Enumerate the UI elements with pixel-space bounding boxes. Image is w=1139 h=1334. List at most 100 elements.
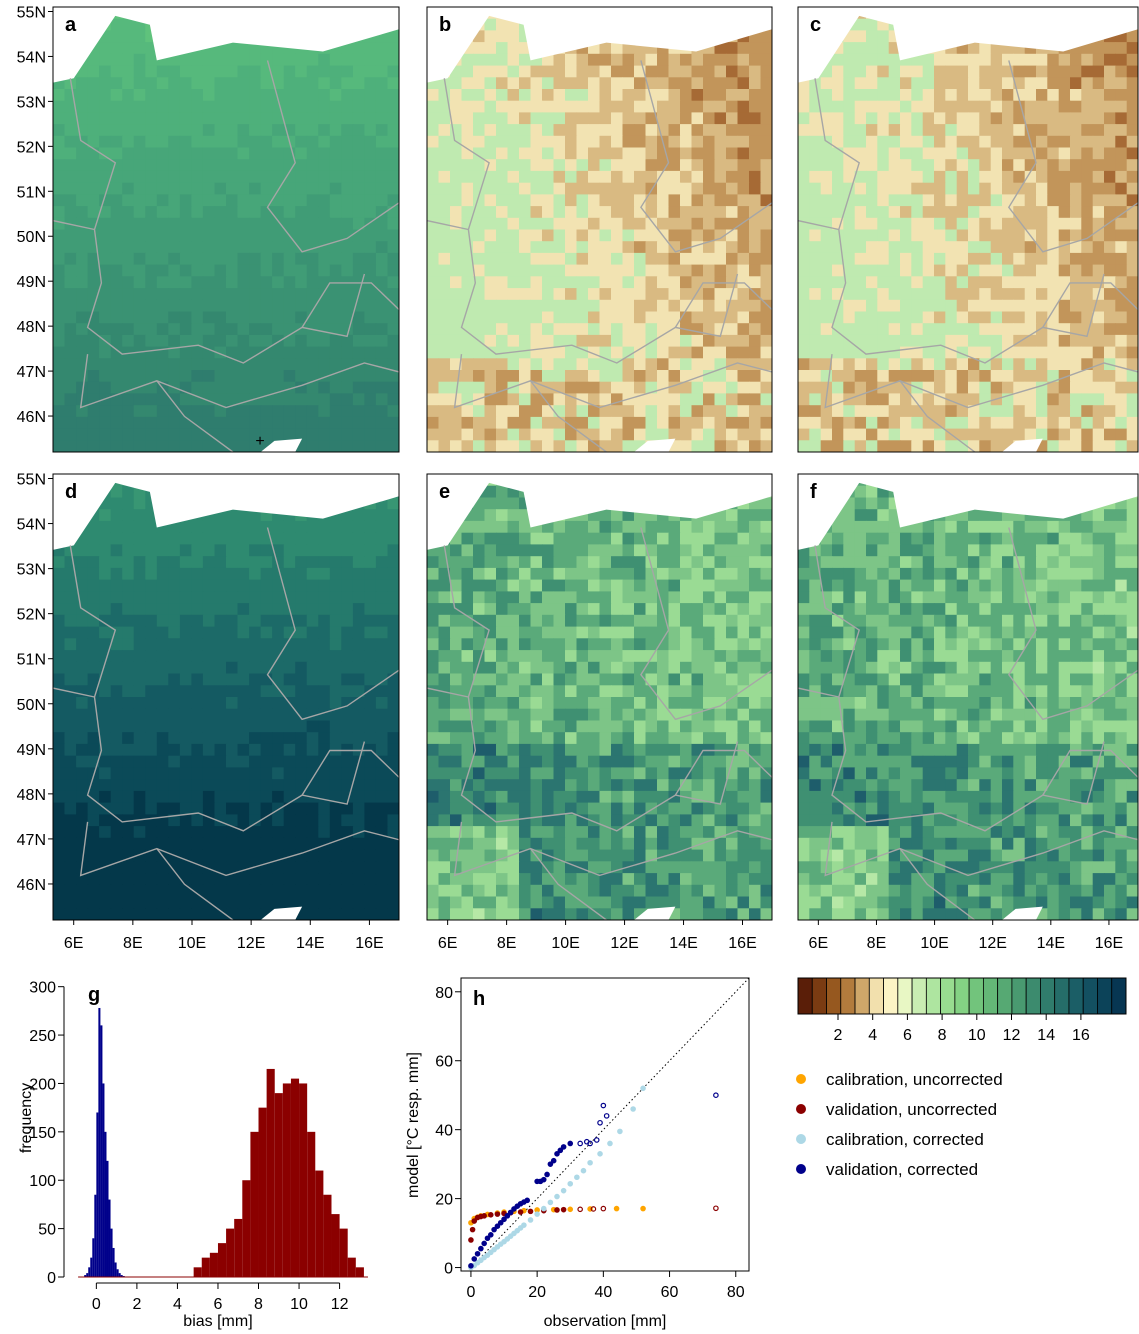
grid-cell (737, 381, 750, 394)
grid-cell (1024, 346, 1037, 359)
grid-cell (703, 77, 716, 90)
grid-cell (956, 229, 969, 242)
grid-cell (318, 520, 331, 534)
grid-cell (295, 908, 308, 920)
grid-cell (64, 908, 77, 920)
grid-cell (272, 873, 285, 886)
grid-cell (260, 323, 273, 336)
grid-cell (133, 252, 146, 266)
grid-cell (226, 182, 239, 195)
grid-cell (1036, 159, 1048, 172)
grid-cell (329, 159, 342, 172)
grid-cell (318, 170, 331, 184)
grid-cell (133, 509, 146, 522)
grid-cell (156, 896, 169, 909)
grid-cell (122, 908, 135, 920)
grid-cell (341, 405, 354, 418)
grid-cell (809, 416, 822, 430)
grid-cell (191, 135, 204, 149)
grid-cell (519, 440, 532, 452)
grid-cell (634, 112, 647, 125)
grid-cell (922, 299, 935, 313)
grid-cell (956, 194, 969, 207)
grid-cell (364, 650, 377, 663)
grid-cell (877, 77, 890, 90)
grid-cell (237, 896, 250, 909)
grid-cell (668, 532, 681, 545)
grid-cell (122, 416, 135, 430)
grid-cell (110, 697, 123, 710)
grid-cell (99, 276, 112, 289)
grid-cell (53, 264, 66, 277)
grid-cell (461, 346, 474, 359)
grid-cell (214, 440, 227, 452)
grid-cell (214, 288, 227, 301)
grid-cell (737, 170, 750, 184)
grid-cell (737, 323, 750, 336)
grid-cell (156, 229, 169, 242)
grid-cell (1081, 405, 1094, 418)
grid-cell (519, 405, 532, 418)
grid-cell (237, 89, 250, 102)
grid-cell (306, 276, 319, 289)
grid-cell (968, 135, 980, 149)
grid-cell (832, 381, 844, 394)
grid-cell (496, 30, 509, 43)
grid-cell (657, 416, 670, 430)
grid-cell (461, 100, 474, 113)
grid-cell (156, 323, 169, 336)
grid-cell (427, 416, 440, 430)
grid-cell (832, 135, 844, 149)
grid-cell (156, 532, 169, 545)
grid-cell (318, 661, 331, 675)
grid-cell (1002, 299, 1014, 313)
grid-cell (76, 873, 89, 886)
grid-cell (375, 170, 388, 184)
grid-cell (145, 908, 158, 920)
grid-cell (375, 697, 388, 710)
grid-cell (214, 697, 227, 710)
grid-cell (576, 299, 589, 313)
grid-cell (87, 532, 100, 545)
grid-cell (798, 276, 810, 289)
grid-cell (726, 159, 739, 172)
grid-cell (283, 112, 296, 125)
grid-cell (191, 288, 204, 301)
grid-cell (1104, 194, 1116, 207)
grid-cell (318, 650, 331, 663)
grid-cell (168, 334, 181, 348)
grid-cell (110, 650, 123, 663)
grid-cell (1002, 65, 1014, 78)
grid-cell (122, 591, 135, 604)
grid-cell (565, 567, 578, 581)
grid-cell (979, 147, 992, 160)
grid-cell (760, 42, 772, 55)
grid-cell (622, 65, 635, 78)
grid-cell (507, 323, 520, 336)
grid-cell (99, 206, 112, 219)
grid-cell (249, 124, 262, 137)
grid-cell (553, 440, 566, 452)
grid-cell (599, 170, 612, 184)
grid-cell (387, 544, 399, 557)
grid-cell (329, 826, 342, 839)
grid-cell (260, 556, 273, 569)
grid-cell (820, 405, 833, 418)
grid-cell (668, 428, 681, 441)
grid-cell (191, 556, 204, 569)
grid-cell (680, 112, 693, 125)
grid-cell (911, 299, 924, 313)
grid-cell (306, 370, 319, 383)
grid-cell (726, 124, 739, 137)
grid-cell (387, 591, 399, 604)
grid-cell (214, 334, 227, 348)
grid-cell (634, 217, 647, 231)
grid-cell (990, 194, 1003, 207)
grid-cell (979, 381, 992, 394)
grid-cell (387, 405, 399, 418)
grid-cell (87, 802, 100, 815)
grid-cell (179, 416, 192, 430)
grid-cell (76, 556, 89, 569)
grid-cell (156, 837, 169, 851)
grid-cell (1024, 428, 1037, 441)
